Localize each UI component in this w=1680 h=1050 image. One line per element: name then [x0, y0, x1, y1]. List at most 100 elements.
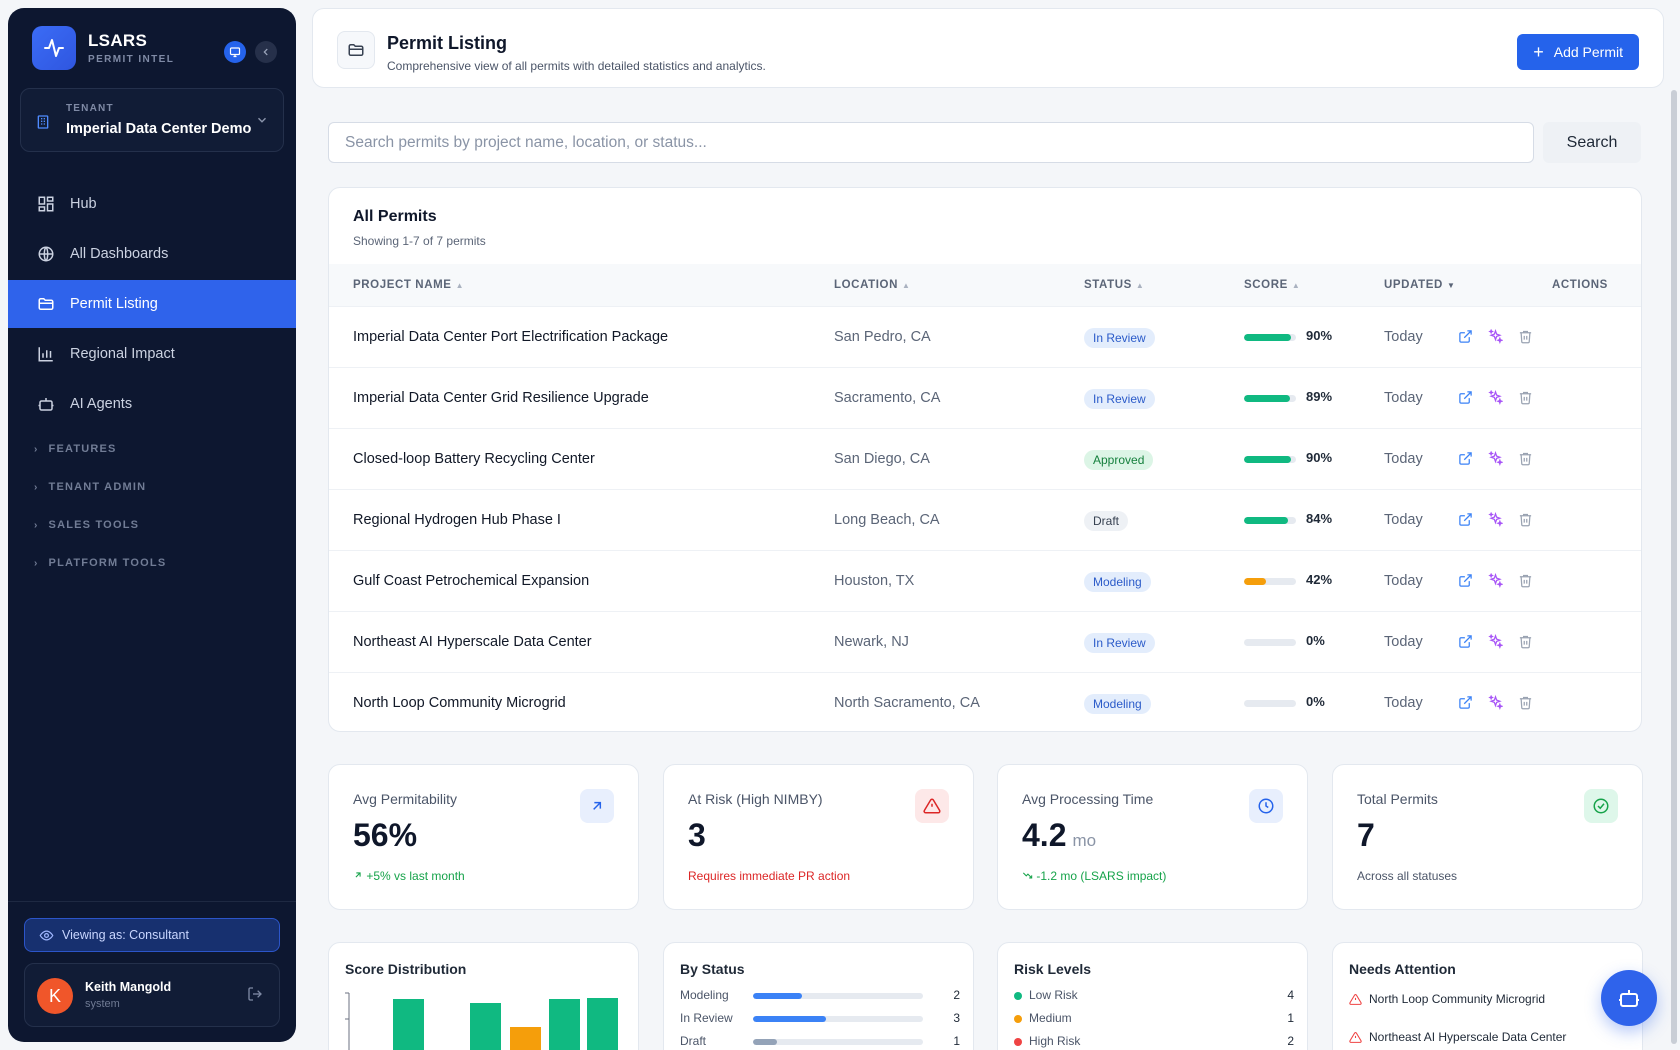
sidebar-group-tenant-admin[interactable]: › TENANT ADMIN: [8, 468, 296, 506]
project-location: Long Beach, CA: [834, 512, 940, 528]
project-name[interactable]: Closed-loop Battery Recycling Center: [353, 451, 595, 467]
stat-note: Across all statuses: [1357, 869, 1458, 883]
risk-dot: [1014, 1015, 1022, 1023]
project-name[interactable]: Imperial Data Center Grid Resilience Upg…: [353, 390, 649, 406]
sparkles-icon[interactable]: [1486, 388, 1504, 406]
sidebar-group-features[interactable]: › FEATURES: [8, 430, 296, 468]
column-location[interactable]: LOCATION ▲: [834, 279, 911, 291]
brand[interactable]: LSARS PERMIT INTEL: [32, 26, 174, 70]
ai-assistant-button[interactable]: [1601, 970, 1657, 1026]
sparkles-icon[interactable]: [1486, 693, 1504, 711]
score-bar: [1244, 334, 1296, 341]
project-name[interactable]: Imperial Data Center Port Electrificatio…: [353, 329, 669, 345]
project-name[interactable]: Regional Hydrogen Hub Phase I: [353, 512, 561, 528]
score-bar: [1244, 700, 1296, 707]
column-status[interactable]: STATUS ▲: [1084, 279, 1145, 291]
chat-icon[interactable]: [224, 41, 246, 63]
sidebar: LSARS PERMIT INTEL TENANT Imperial Data …: [8, 8, 296, 1042]
open-external-icon[interactable]: [1456, 571, 1474, 589]
sidebar-item-regional-impact[interactable]: Regional Impact: [8, 330, 296, 378]
attention-item[interactable]: Northeast AI Hyperscale Data Center: [1349, 1030, 1629, 1048]
sidebar-item-hub[interactable]: Hub: [8, 180, 296, 228]
score-bar: [1244, 395, 1296, 402]
chevron-right-icon: ›: [34, 557, 39, 569]
table-row[interactable]: Northeast AI Hyperscale Data Center Newa…: [329, 611, 1641, 672]
stat-note: Requires immediate PR action: [688, 869, 851, 883]
project-name[interactable]: Gulf Coast Petrochemical Expansion: [353, 573, 590, 589]
table-row[interactable]: North Loop Community Microgrid North Sac…: [329, 672, 1641, 731]
trash-icon[interactable]: [1516, 693, 1534, 711]
sparkles-icon[interactable]: [1486, 571, 1504, 589]
user-card[interactable]: K Keith Mangold system: [24, 963, 280, 1027]
sidebar-item-label: Regional Impact: [70, 346, 175, 362]
scrollbar[interactable]: [1671, 90, 1677, 1044]
risk-row: Medium 1: [1014, 1011, 1294, 1027]
trash-icon[interactable]: [1516, 632, 1534, 650]
sidebar-item-permit-listing[interactable]: Permit Listing: [8, 280, 296, 328]
sidebar-item-all-dashboards[interactable]: All Dashboards: [8, 230, 296, 278]
status-row: In Review 3: [680, 1011, 960, 1027]
permits-table-card: All Permits Showing 1-7 of 7 permits PRO…: [328, 187, 1642, 732]
attention-item[interactable]: North Loop Community Microgrid: [1349, 992, 1629, 1010]
table-row[interactable]: Imperial Data Center Port Electrificatio…: [329, 306, 1641, 367]
open-external-icon[interactable]: [1456, 510, 1474, 528]
table-row[interactable]: Closed-loop Battery Recycling Center San…: [329, 428, 1641, 489]
warning-icon: [1349, 993, 1362, 1009]
risk-label: Medium: [1029, 1011, 1072, 1025]
score-distribution-chart: [345, 992, 618, 1050]
sidebar-item-label: Permit Listing: [70, 296, 158, 312]
trending-down-icon: [1022, 872, 1033, 879]
sidebar-item-ai-agents[interactable]: AI Agents: [8, 380, 296, 428]
table-row[interactable]: Imperial Data Center Grid Resilience Upg…: [329, 367, 1641, 428]
sparkles-icon[interactable]: [1486, 327, 1504, 345]
status-label: Modeling: [680, 988, 729, 1002]
risk-count: 2: [1287, 1034, 1294, 1048]
sidebar-item-label: Hub: [70, 196, 97, 212]
plus-icon: +: [1533, 42, 1544, 62]
table-row[interactable]: Gulf Coast Petrochemical Expansion Houst…: [329, 550, 1641, 611]
project-name[interactable]: Northeast AI Hyperscale Data Center: [353, 634, 592, 650]
status-label: Draft: [680, 1034, 707, 1048]
risk-levels-card: Risk Levels Low Risk 4 Medium 1 High Ris…: [997, 942, 1308, 1050]
open-external-icon[interactable]: [1456, 388, 1474, 406]
tenant-selector[interactable]: TENANT Imperial Data Center Demo: [20, 88, 284, 152]
column-project-name[interactable]: PROJECT NAME ▲: [353, 279, 465, 291]
add-permit-button[interactable]: + Add Permit: [1517, 34, 1639, 70]
table-row[interactable]: Regional Hydrogen Hub Phase I Long Beach…: [329, 489, 1641, 550]
sparkles-icon[interactable]: [1486, 632, 1504, 650]
column-updated[interactable]: UPDATED ▼: [1384, 279, 1456, 291]
table-title: All Permits: [353, 208, 437, 225]
open-external-icon[interactable]: [1456, 327, 1474, 345]
updated-value: Today: [1384, 329, 1423, 345]
status-badge: Draft: [1084, 511, 1129, 531]
risk-label: Low Risk: [1029, 988, 1078, 1002]
sidebar-group-platform-tools[interactable]: › PLATFORM TOOLS: [8, 544, 296, 582]
logout-icon[interactable]: [247, 986, 263, 1007]
search-input[interactable]: [328, 122, 1534, 163]
trash-icon[interactable]: [1516, 327, 1534, 345]
open-external-icon[interactable]: [1456, 693, 1474, 711]
trash-icon[interactable]: [1516, 449, 1534, 467]
column-actions: ACTIONS: [1552, 279, 1608, 291]
sparkles-icon[interactable]: [1486, 449, 1504, 467]
score-value: 89%: [1306, 389, 1333, 404]
column-score[interactable]: SCORE ▲: [1244, 279, 1301, 291]
brand-subtitle: PERMIT INTEL: [88, 54, 175, 65]
arrow-up-right-icon: [355, 872, 361, 878]
status-count: 1: [953, 1034, 960, 1048]
sparkles-icon[interactable]: [1486, 510, 1504, 528]
score-bar: [1244, 639, 1296, 646]
open-external-icon[interactable]: [1456, 632, 1474, 650]
sidebar-group-sales-tools[interactable]: › SALES TOOLS: [8, 506, 296, 544]
project-name[interactable]: North Loop Community Microgrid: [353, 695, 566, 711]
trash-icon[interactable]: [1516, 510, 1534, 528]
user-name: Keith Mangold: [85, 980, 172, 994]
search-button[interactable]: Search: [1543, 122, 1641, 163]
trash-icon[interactable]: [1516, 571, 1534, 589]
status-badge: Approved: [1084, 450, 1154, 470]
open-external-icon[interactable]: [1456, 449, 1474, 467]
viewing-as-badge[interactable]: Viewing as: Consultant: [24, 918, 280, 952]
trash-icon[interactable]: [1516, 388, 1534, 406]
score-value: 90%: [1306, 450, 1333, 465]
collapse-sidebar-icon[interactable]: [255, 41, 277, 63]
